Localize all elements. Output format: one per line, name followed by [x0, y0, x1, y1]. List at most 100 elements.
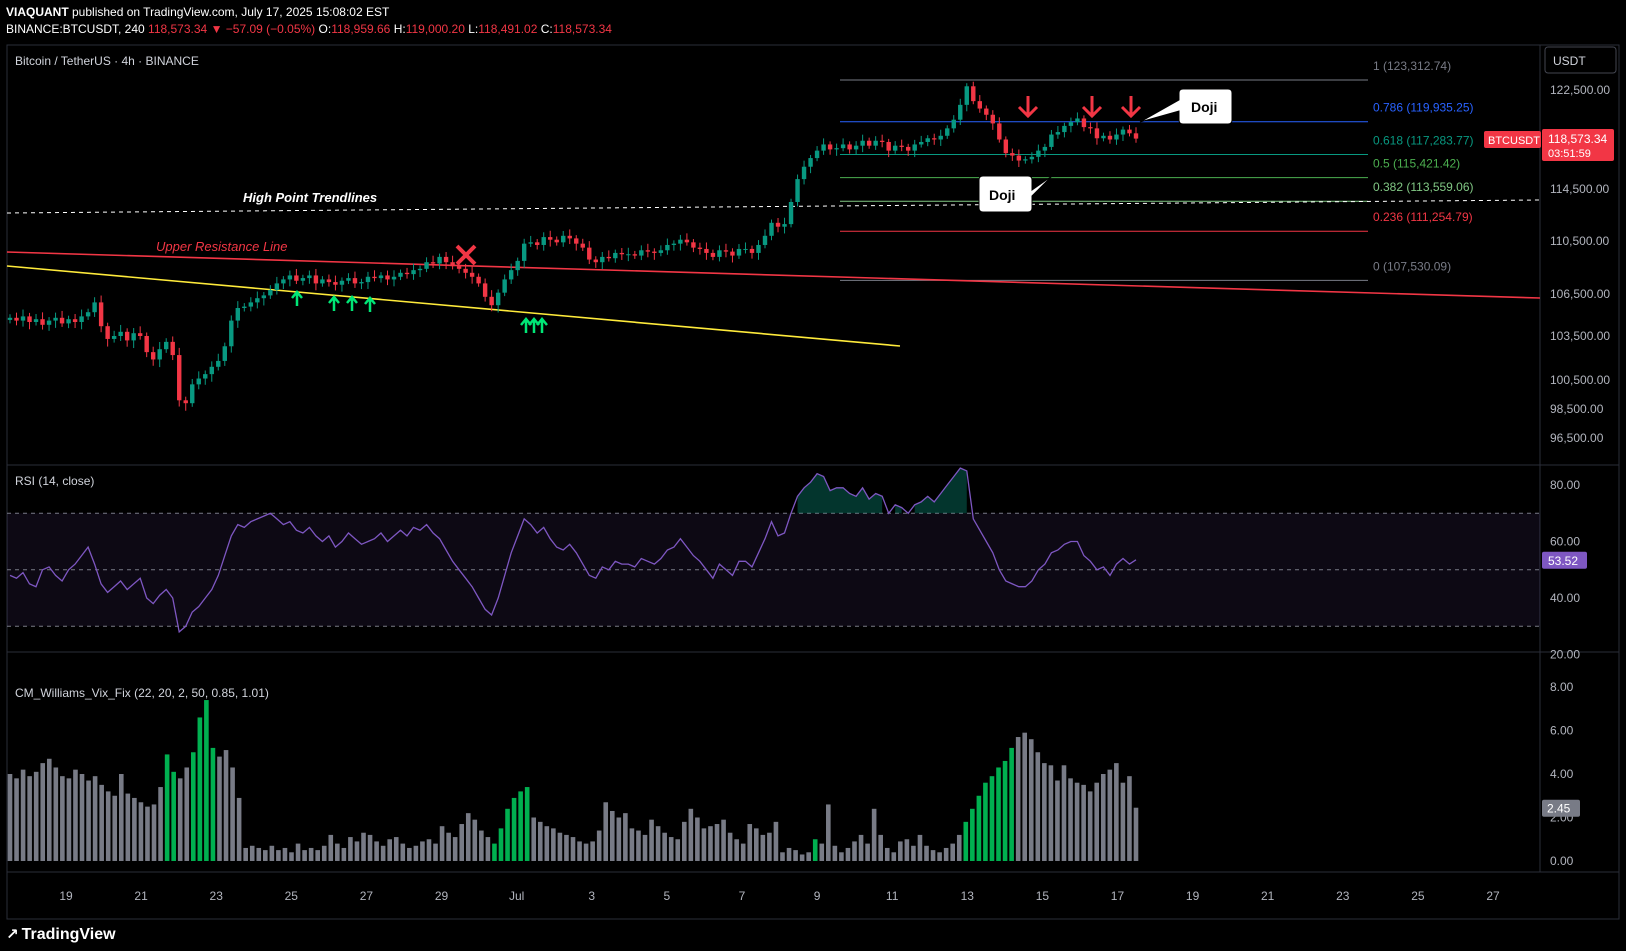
candle-body	[1042, 146, 1048, 151]
time-tick: 11	[886, 889, 899, 903]
candle-body	[209, 366, 214, 375]
candle-body	[92, 302, 97, 313]
candle-body	[1133, 133, 1139, 139]
vix-bar	[1081, 784, 1086, 861]
rsi-band-fill	[7, 513, 1540, 627]
vix-bar	[911, 845, 916, 861]
candle-body	[1023, 159, 1028, 161]
candle-body	[229, 320, 234, 347]
candle-body	[7, 317, 13, 320]
time-tick: 23	[210, 889, 224, 903]
vix-bar	[66, 778, 72, 861]
last-price-badge	[1542, 129, 1614, 161]
vix-bar	[518, 791, 523, 861]
vix-bar	[479, 830, 484, 861]
candle-body	[40, 319, 45, 325]
candle-body	[684, 239, 690, 243]
doji-callout-bottom[interactable]: Doji	[978, 175, 1053, 213]
vix-bar	[937, 852, 942, 861]
vix-bar	[819, 843, 825, 861]
vix-bar	[321, 845, 327, 861]
candle-body	[385, 275, 390, 280]
candle-body	[541, 237, 546, 245]
candle-body	[137, 333, 143, 336]
candle-body	[307, 275, 312, 279]
price-tick: 96,500.00	[1550, 431, 1604, 445]
candle-body	[274, 283, 280, 291]
vix-bar	[636, 830, 641, 861]
vix-bar	[223, 750, 229, 861]
time-tick: Jul	[509, 889, 524, 903]
currency-button[interactable]	[1544, 46, 1617, 74]
candle-body	[1127, 129, 1132, 134]
candle-body	[281, 279, 286, 284]
vix-bar	[92, 776, 98, 861]
chart-canvas[interactable]: Bitcoin / TetherUS · 4h · BINANCE USDT 1…	[0, 40, 1626, 920]
time-tick: 13	[961, 889, 975, 903]
candle-body	[919, 141, 924, 145]
vix-bar	[773, 821, 779, 861]
vix-bar	[524, 787, 530, 861]
vix-bar	[387, 839, 392, 861]
vix-bar	[465, 813, 471, 861]
candle-body	[320, 279, 325, 284]
candle-body	[853, 145, 859, 150]
candle-body	[326, 279, 332, 283]
price-tick: 106,500.00	[1550, 287, 1610, 301]
candle-body	[1062, 125, 1067, 133]
vix-bar	[799, 854, 805, 861]
candle-body	[476, 276, 481, 284]
candle-body	[717, 250, 722, 257]
upper-resistance-line[interactable]	[6, 251, 1541, 299]
candle-body	[346, 278, 351, 281]
support-trendline[interactable]	[6, 265, 901, 347]
time-tick: 25	[285, 889, 299, 903]
vix-bar	[714, 824, 720, 861]
vix-bar	[380, 845, 386, 861]
time-tick: 21	[134, 889, 148, 903]
vix-bar	[970, 808, 975, 861]
chart-frame	[6, 44, 1620, 920]
vix-bar	[204, 700, 209, 861]
vix-bar	[747, 824, 753, 861]
vix-bar	[86, 780, 91, 861]
candle-body	[574, 238, 579, 244]
vix-bar	[1035, 752, 1041, 861]
candle-body	[997, 123, 1002, 140]
up-arrow-icon	[291, 290, 303, 306]
vix-bar	[695, 817, 700, 861]
candle-body	[873, 140, 878, 146]
candle-body	[424, 262, 429, 269]
candle-body	[79, 316, 84, 322]
candle-body	[697, 247, 703, 249]
tradingview-logo[interactable]: ↗ TradingView	[6, 925, 116, 944]
vix-bar	[701, 828, 707, 861]
author-name[interactable]: VIAQUANT	[6, 5, 69, 19]
vix-bar	[46, 758, 52, 861]
symbol-label[interactable]: BINANCE:BTCUSDT, 240	[6, 22, 145, 36]
footer: ↗ TradingView	[0, 920, 1626, 951]
doji-callout-top[interactable]: Doji	[1139, 88, 1233, 125]
open-value: 118,959.66	[331, 22, 391, 36]
vix-bar	[786, 847, 792, 861]
vix-bar	[426, 839, 432, 861]
vix-bar	[721, 819, 726, 861]
support-bounce-arrows	[291, 290, 548, 333]
vix-bar	[623, 813, 628, 861]
vix-bar	[989, 776, 995, 861]
vix-bar	[904, 839, 910, 861]
up-arrow-icon	[328, 295, 340, 311]
vix-bar	[40, 763, 46, 861]
candle-body	[339, 280, 345, 285]
doji-label-top: Doji	[1191, 99, 1217, 115]
rsi-value-label: 53.52	[1548, 554, 1578, 568]
time-axis[interactable]: 19 21 23 25 27 29 Jul 3 5 7 9 11 13 15 17 19 21 23 25 27	[59, 889, 1500, 903]
vix-bar	[557, 832, 563, 861]
candle-body	[372, 276, 377, 279]
candle-body	[333, 282, 338, 285]
vix-bar	[73, 769, 78, 861]
candle-body	[945, 128, 950, 136]
candle-body	[1016, 155, 1022, 161]
time-tick: 15	[1036, 889, 1050, 903]
down-arrow-icon	[1120, 96, 1142, 119]
